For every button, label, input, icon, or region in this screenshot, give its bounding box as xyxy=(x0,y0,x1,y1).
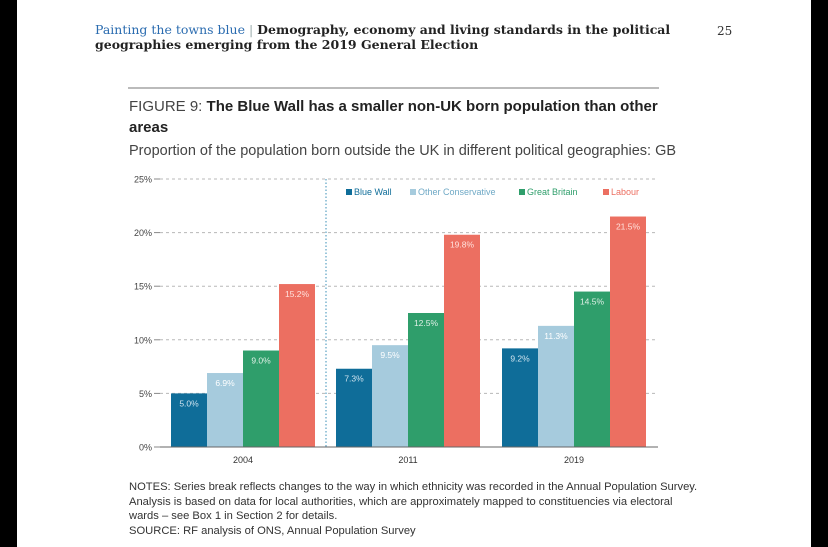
bar xyxy=(610,216,646,447)
legend-label: Great Britain xyxy=(527,187,578,197)
bar xyxy=(538,325,574,447)
bar xyxy=(207,373,243,447)
legend-label: Labour xyxy=(611,187,639,197)
notes-text: NOTES: Series break reflects changes to … xyxy=(129,481,698,522)
source-text: SOURCE: RF analysis of ONS, Annual Popul… xyxy=(129,524,416,537)
figure-title: FIGURE 9: The Blue Wall has a smaller no… xyxy=(129,96,689,138)
data-label: 9.5% xyxy=(380,350,400,360)
bar xyxy=(243,350,279,447)
x-axis: 2004 2011 2019 xyxy=(160,446,658,465)
bar xyxy=(444,234,480,447)
bar xyxy=(279,284,315,447)
chart-bars: 5.0% 6.9% 9.0% 15.2% 7.3% 9.5% 12.5% 19.8% 9.2% 1… xyxy=(171,216,646,447)
x-tick-label: 2004 xyxy=(233,455,253,465)
data-label: 15.2% xyxy=(285,289,310,299)
legend-swatch xyxy=(410,189,416,195)
y-tick-label: 20% xyxy=(134,228,152,238)
report-title: Demography, economy and living standards… xyxy=(95,22,671,52)
chart-legend: Blue Wall Other Conservative Great Britain… xyxy=(346,187,639,197)
header-separator: | xyxy=(248,22,254,37)
bar xyxy=(372,345,408,447)
legend-label: Blue Wall xyxy=(354,187,392,197)
figure-heading: The Blue Wall has a smaller non-UK born … xyxy=(129,98,658,136)
x-tick-label: 2011 xyxy=(398,455,417,465)
divider xyxy=(128,87,659,89)
data-label: 9.0% xyxy=(251,356,271,366)
data-label: 12.5% xyxy=(414,318,439,328)
y-tick-label: 5% xyxy=(139,389,152,399)
data-label: 11.3% xyxy=(544,331,568,341)
figure-subtitle: Proportion of the population born outsid… xyxy=(129,143,677,159)
legend-swatch xyxy=(346,189,352,195)
bar xyxy=(408,313,444,447)
y-axis: 0% 5% 10% 15% 20% 25% xyxy=(134,175,160,453)
y-tick-label: 10% xyxy=(134,335,152,345)
report-brand: Painting the towns blue xyxy=(95,22,245,37)
bar xyxy=(171,393,207,447)
data-label: 21.5% xyxy=(616,222,641,232)
figure-label: FIGURE 9: xyxy=(129,98,203,115)
legend-swatch xyxy=(519,189,525,195)
data-label: 14.5% xyxy=(580,297,605,307)
data-label: 19.8% xyxy=(450,240,475,250)
data-label: 5.0% xyxy=(179,398,199,408)
y-tick-label: 15% xyxy=(134,282,152,292)
bar xyxy=(574,291,610,447)
x-tick-label: 2019 xyxy=(564,455,584,465)
running-header: Painting the towns blue | Demography, ec… xyxy=(95,22,695,52)
legend-swatch xyxy=(603,189,609,195)
data-label: 6.9% xyxy=(215,378,235,388)
bar xyxy=(336,368,372,447)
report-page: Painting the towns blue | Demography, ec… xyxy=(17,0,811,547)
y-tick-label: 25% xyxy=(134,175,152,185)
data-label: 9.2% xyxy=(510,353,530,363)
data-label: 7.3% xyxy=(344,374,364,384)
page-number: 25 xyxy=(717,24,733,38)
y-tick-label: 0% xyxy=(139,443,152,453)
bar xyxy=(502,348,538,447)
legend-label: Other Conservative xyxy=(418,187,496,197)
figure-notes: NOTES: Series break reflects changes to … xyxy=(129,480,699,538)
